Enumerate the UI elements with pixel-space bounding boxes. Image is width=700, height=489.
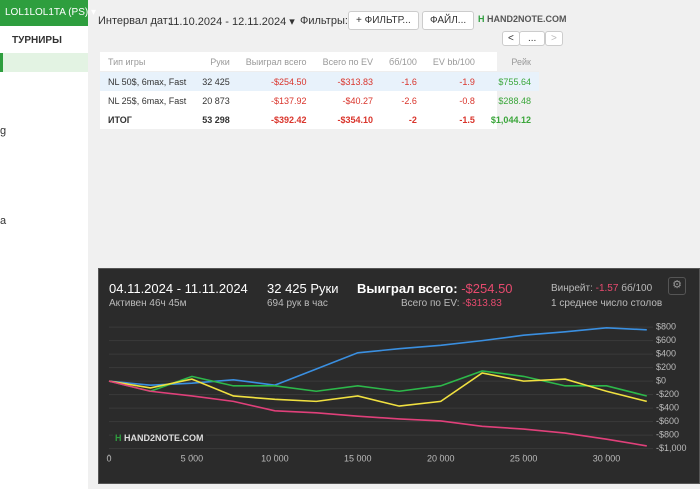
x-tick-label: 25 000 <box>510 453 538 463</box>
cell: -$354.10 <box>337 114 374 125</box>
cell: -$137.92 <box>271 95 307 106</box>
table-row: NL 25$, 6max, Fast 20 873 -$137.92 -$40.27 -… <box>100 91 539 110</box>
x-tick-label: 0 <box>106 453 111 463</box>
column-header: Тип игры <box>108 56 146 67</box>
series-line <box>108 372 647 407</box>
nav-prev[interactable]: < <box>502 31 520 46</box>
y-tick-label: $800 <box>656 322 676 332</box>
cell: -$40.27 <box>342 95 374 106</box>
y-tick-label: -$1,000 <box>656 443 687 453</box>
won-label: Выиграл всего: <box>357 281 458 296</box>
chart-logo: H HAND2NOTE.COM <box>113 431 206 445</box>
chart: $800 $600 $400 $200 $0 -$200 -$400 -$600 -$800 -$… <box>106 322 687 464</box>
interval[interactable]: 11.10.2024 - 12.11.2024 ▾ <box>168 16 295 28</box>
period: 04.11.2024 - 11.11.2024 <box>109 281 248 296</box>
column-header: Всего по EV <box>322 56 374 67</box>
cell: $1,044.12 <box>490 114 531 125</box>
section-header: ТУРНИРЫ <box>12 35 62 46</box>
cell: -$313.83 <box>337 76 374 87</box>
file-button[interactable]: ФАЙЛ... <box>422 11 475 30</box>
winrate: Винрейт: -1.57 бб/100 <box>551 283 652 294</box>
y-tick-label: -$400 <box>656 403 679 413</box>
x-tick-label: 30 000 <box>593 453 621 463</box>
filter-text: ФИЛЬТР... <box>364 15 411 26</box>
logo: H HAND2NOTE.COM <box>478 14 567 24</box>
y-tick-label: -$800 <box>656 430 679 440</box>
column-header: Выиграл всего <box>245 56 307 67</box>
table-row: NL 50$, 6max, Fast 32 425 -$254.50 -$313.83… <box>100 71 539 91</box>
graph-panel: 04.11.2024 - 11.11.2024 Активен 46ч 45м … <box>98 268 700 484</box>
account: LOL1LOL1TA (PS) <box>5 7 89 18</box>
chart-logo-text: HAND2NOTE.COM <box>124 433 204 443</box>
y-tick-label: $200 <box>656 362 676 372</box>
cell: -1.6 <box>401 76 417 87</box>
cell: $288.48 <box>498 95 531 106</box>
cell: 20 873 <box>202 95 230 106</box>
cell: 32 425 <box>202 76 230 87</box>
y-tick-label: -$200 <box>656 389 679 399</box>
cell: ИТОГ <box>108 114 132 125</box>
logo-text: HAND2NOTE.COM <box>487 14 567 24</box>
cell: -$254.50 <box>271 76 307 87</box>
series-line <box>108 370 647 397</box>
stats-table: Тип игры Руки Выиграл всего Всего по EV бб/1… <box>100 52 539 129</box>
cell: 53 298 <box>202 114 230 125</box>
winrate-label: Винрейт: <box>551 283 593 294</box>
column-header: Руки <box>210 56 230 67</box>
cell: -2 <box>408 114 417 125</box>
x-tick-label: 20 000 <box>427 453 455 463</box>
ev-value: -$313.83 <box>462 298 502 309</box>
x-tick-label: 10 000 <box>261 453 289 463</box>
cell: -0.8 <box>459 95 475 106</box>
settings[interactable]: ⚙ <box>668 277 686 295</box>
nav-next[interactable]: > <box>545 31 563 46</box>
cell: -1.5 <box>459 114 475 125</box>
active: Активен 46ч 45м <box>109 298 187 309</box>
total-row: ИТОГ 53 298 -$392.42 -$354.10 -2 -1.5 $1,044.1… <box>100 110 539 129</box>
series-line <box>108 380 647 447</box>
y-tick-label: $600 <box>656 335 676 345</box>
header-row: Тип игры Руки Выиграл всего Всего по EV бб/1… <box>100 52 539 72</box>
ev-label: Всего по EV: <box>401 298 460 309</box>
y-tick-label: -$600 <box>656 416 679 426</box>
filters-label: Фильтры: <box>300 15 348 27</box>
selected-row <box>0 53 88 72</box>
y-tick-label: $0 <box>656 376 666 386</box>
sidebar-item[interactable]: a <box>0 215 7 227</box>
winrate-value: -1.57 <box>595 283 619 294</box>
account-selector[interactable]: LOL1LOL1TA (PS) ▾ <box>0 0 96 26</box>
ev: Всего по EV: -$313.83 <box>401 298 502 309</box>
nav-more[interactable]: ... <box>519 31 546 46</box>
column-header: Рейк <box>511 56 531 67</box>
won-value: -$254.50 <box>461 281 513 296</box>
interval-value: 11.10.2024 - 12.11.2024 <box>168 16 287 28</box>
sidebar: LOL1LOL1TA (PS) ▾ ТУРНИРЫ g a <box>0 0 96 489</box>
interval-label: Интервал дат: <box>98 15 171 27</box>
cell: NL 25$, 6max, Fast <box>108 95 187 106</box>
sidebar-item[interactable]: g <box>0 125 7 137</box>
column-header: EV bb/100 <box>432 56 475 67</box>
hands: 32 425 Руки <box>267 281 339 296</box>
tables: 1 среднее число столов <box>551 298 663 309</box>
won: Выиграл всего: -$254.50 <box>357 281 513 296</box>
cell: -1.9 <box>459 76 475 87</box>
column-header: бб/100 <box>389 56 417 67</box>
hands-per-hour: 694 рук в час <box>267 298 328 309</box>
winrate-unit: бб/100 <box>621 283 653 294</box>
x-tick-label: 5 000 <box>181 453 204 463</box>
filter-button[interactable]: + ФИЛЬТР... <box>348 11 419 30</box>
cell: -$392.42 <box>271 114 307 125</box>
cell: $755.64 <box>498 76 531 87</box>
cell: NL 50$, 6max, Fast <box>108 76 187 87</box>
x-tick-label: 15 000 <box>344 453 372 463</box>
y-tick-label: $400 <box>656 349 676 359</box>
cell: -2.6 <box>401 95 417 106</box>
